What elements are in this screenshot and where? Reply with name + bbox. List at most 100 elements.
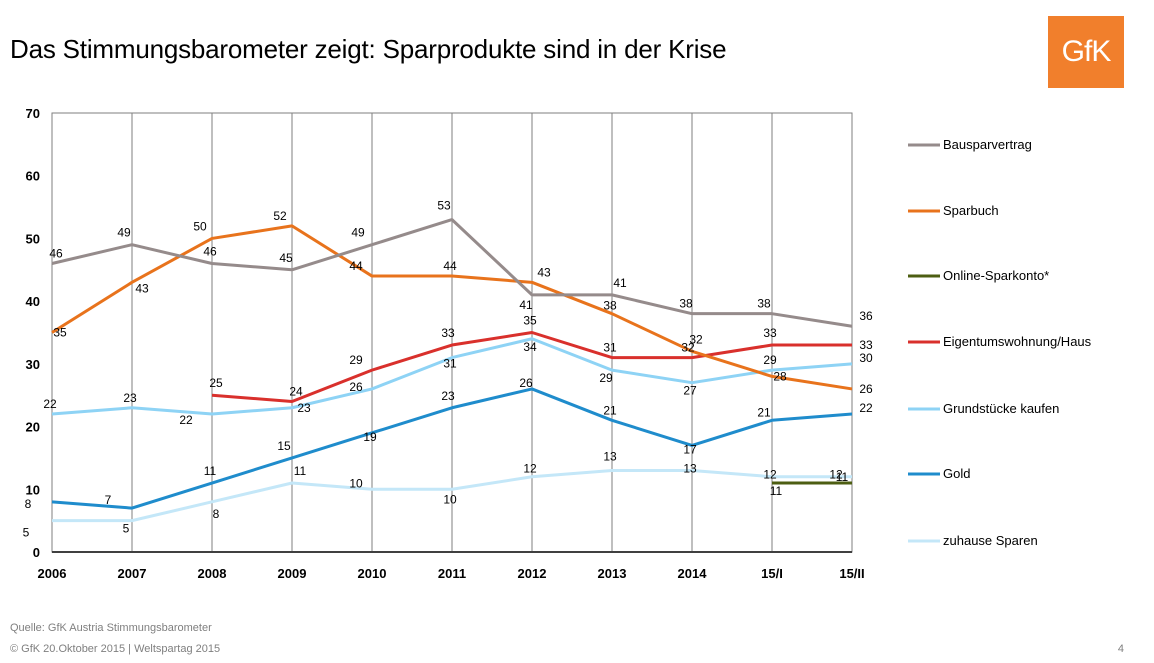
x-tick-label: 2013	[598, 566, 627, 581]
y-tick-label: 50	[26, 231, 40, 246]
data-label: 19	[363, 430, 377, 444]
x-tick-label: 2008	[198, 566, 227, 581]
data-label: 8	[25, 497, 32, 511]
chart-legend: Bausparvertrag Sparbuch Online-Sparkonto* E…	[908, 137, 1092, 548]
legend-label: Gold	[943, 466, 970, 481]
data-label: 11	[294, 464, 307, 478]
data-label: 29	[599, 371, 613, 385]
data-label: 21	[757, 405, 771, 419]
page-number: 4	[1117, 643, 1124, 655]
series-line-sparbuch	[51, 224, 853, 391]
data-label: 34	[523, 340, 537, 354]
data-label: 21	[603, 403, 617, 417]
data-label: 11	[770, 484, 783, 498]
data-label: 5	[23, 526, 30, 540]
page-title: Das Stimmungsbarometer zeigt: Sparproduk…	[10, 34, 727, 64]
legend-label: Grundstücke kaufen	[943, 401, 1059, 416]
data-label: 10	[349, 476, 363, 490]
x-tick-label: 2009	[278, 566, 307, 581]
data-label: 22	[859, 401, 873, 415]
data-label: 10	[443, 492, 457, 506]
data-label: 52	[273, 209, 287, 223]
data-label: 11	[836, 470, 849, 484]
data-label: 26	[859, 382, 873, 396]
x-tick-label: 15/I	[761, 566, 783, 581]
data-label: 27	[683, 384, 697, 398]
chart-series-lines	[51, 218, 853, 523]
data-label: 23	[123, 391, 137, 405]
data-label: 50	[193, 219, 207, 233]
series-line-gold	[51, 387, 853, 510]
data-label: 11	[204, 464, 217, 478]
x-tick-label: 2010	[358, 566, 387, 581]
line-chart: 0 10 20 30 40 50 60 70 2006 2007 2008 2009 2010 2011 2…	[23, 106, 1092, 581]
data-label: 25	[209, 376, 223, 390]
chart-axes: 0 10 20 30 40 50 60 70 2006 2007 2008 2009 2010 2011 2…	[26, 106, 865, 581]
x-tick-label: 15/II	[839, 566, 864, 581]
y-tick-label: 10	[26, 482, 40, 497]
data-label: 24	[289, 384, 303, 398]
data-label: 38	[679, 297, 693, 311]
data-label: 46	[203, 245, 217, 259]
legend-label: Sparbuch	[943, 203, 999, 218]
data-label: 33	[859, 338, 873, 352]
data-label: 13	[603, 449, 617, 463]
data-label: 36	[859, 309, 873, 323]
data-label: 8	[213, 507, 220, 521]
x-tick-label: 2011	[438, 566, 466, 581]
series-line-eigentumswohnung-haus	[211, 331, 852, 403]
data-label: 5	[123, 522, 130, 536]
data-label: 43	[135, 281, 149, 295]
data-label: 38	[603, 299, 617, 313]
data-label: 49	[351, 226, 365, 240]
y-tick-label: 40	[26, 294, 40, 309]
data-label: 33	[763, 326, 777, 340]
data-label: 31	[443, 357, 457, 371]
copyright-note: © GfK 20.Oktober 2015 | Weltspartag 2015	[10, 643, 221, 655]
data-label: 53	[437, 199, 451, 213]
data-label: 32	[681, 341, 695, 355]
legend-label: Bausparvertrag	[943, 137, 1032, 152]
y-tick-label: 60	[26, 169, 40, 184]
data-label: 30	[859, 351, 873, 365]
data-label: 46	[49, 247, 63, 261]
data-label: 17	[683, 442, 697, 456]
y-tick-label: 30	[26, 357, 40, 372]
y-tick-label: 0	[33, 545, 40, 560]
data-label: 12	[763, 468, 777, 482]
data-label: 35	[523, 314, 537, 328]
data-label: 44	[443, 259, 457, 273]
data-label: 38	[757, 297, 771, 311]
gfk-logo: GfK	[1048, 16, 1124, 88]
y-tick-label: 70	[26, 106, 40, 121]
data-label: 13	[683, 461, 697, 475]
legend-label: Online-Sparkonto*	[943, 268, 1049, 283]
data-label: 49	[117, 226, 131, 240]
data-label: 22	[43, 397, 57, 411]
legend-label: zuhause Sparen	[943, 533, 1038, 548]
x-tick-label: 2007	[118, 566, 147, 581]
data-label: 12	[523, 462, 537, 476]
data-label: 33	[441, 326, 455, 340]
data-label: 44	[349, 259, 363, 273]
data-label: 23	[441, 389, 455, 403]
data-label: 45	[279, 251, 293, 265]
series-line-grundst-cke-kaufen	[51, 337, 853, 416]
data-label: 12	[829, 468, 843, 482]
x-tick-label: 2014	[678, 566, 708, 581]
series-line-bausparvertrag	[51, 218, 853, 328]
data-label: 43	[537, 265, 551, 279]
source-note: Quelle: GfK Austria Stimmungsbarometer	[10, 622, 212, 634]
data-label: 26	[519, 376, 533, 390]
data-label: 35	[53, 326, 67, 340]
data-label: 31	[603, 341, 617, 355]
x-tick-label: 2006	[38, 566, 67, 581]
data-label: 7	[105, 493, 112, 507]
y-tick-label: 20	[26, 420, 40, 435]
data-label: 29	[763, 353, 777, 367]
data-label: 28	[773, 369, 787, 383]
legend-label: Eigentumswohnung/Haus	[943, 334, 1092, 349]
x-tick-label: 2012	[518, 566, 547, 581]
data-label: 32	[689, 332, 703, 346]
